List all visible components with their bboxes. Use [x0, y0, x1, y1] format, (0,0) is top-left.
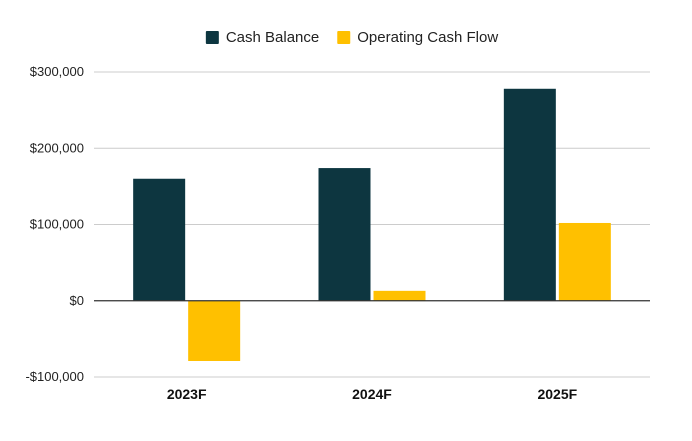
bar-operating-cash-flow-2024f [373, 290, 426, 301]
bar-cash-balance-2024f [318, 168, 371, 301]
x-tick-label: 2023F [167, 386, 207, 402]
x-tick-label: 2024F [352, 386, 392, 402]
bar-cash-balance-2023f [133, 178, 186, 301]
y-tick-label: -$100,000 [25, 369, 84, 384]
bar-operating-cash-flow-2025f [558, 222, 611, 301]
gridlines [94, 71, 650, 378]
y-tick-label: $200,000 [30, 140, 84, 155]
axes: -$100,000 $0 $100,000 $200,000 $300,000 2023F… [25, 64, 650, 402]
y-tick-label: $100,000 [30, 217, 84, 232]
legend-swatch-cash-balance [205, 31, 219, 44]
bar-operating-cash-flow-2023f [188, 300, 241, 361]
legend-label-cash-balance: Cash Balance [226, 29, 319, 46]
legend-swatch-operating-cash-flow [337, 31, 351, 44]
y-tick-label: $300,000 [30, 64, 84, 79]
x-tick-label: 2025F [537, 386, 577, 402]
legend: Cash Balance Operating Cash Flow [205, 29, 498, 46]
y-tick-label: $0 [70, 293, 84, 308]
bars [133, 88, 611, 361]
legend-label-operating-cash-flow: Operating Cash Flow [357, 29, 498, 46]
bar-cash-balance-2025f [503, 88, 556, 301]
